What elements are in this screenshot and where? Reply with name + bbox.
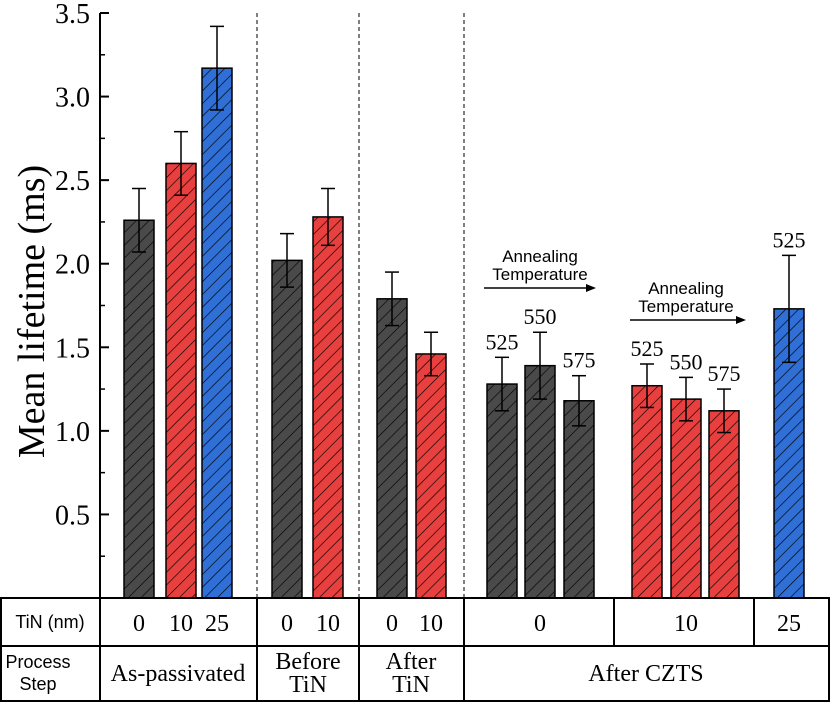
bar-group — [123, 187, 155, 599]
bar — [415, 353, 447, 599]
table-tin-value: 10 — [674, 611, 698, 637]
plot-area: 0.5 1.0 1.5 2.0 2.5 3.0 3.5 Mean lifetime (ms) 5… — [11, 0, 806, 599]
temperature-label: 575 — [708, 361, 741, 386]
temperature-label: 525 — [486, 329, 519, 354]
bar — [271, 259, 303, 599]
bar — [123, 219, 155, 599]
bar — [773, 308, 805, 599]
temperature-label: 575 — [563, 348, 596, 373]
table-process-step: TiN — [289, 672, 327, 698]
table-tin-value: 25 — [205, 611, 229, 637]
annotation-line1: Annealing — [648, 279, 724, 298]
bar — [524, 364, 556, 599]
arrow-head-icon — [586, 284, 596, 292]
bar-group — [773, 254, 805, 599]
y-tick-label: 3.0 — [55, 83, 90, 114]
y-axis-title: Mean lifetime (ms) — [11, 165, 53, 458]
annotation-line2: Temperature — [638, 297, 733, 316]
temperature-label: 525 — [631, 336, 664, 361]
temperature-label: 550 — [524, 304, 557, 329]
bar-group — [376, 271, 408, 599]
annotation-line2: Temperature — [492, 265, 587, 284]
bar — [486, 383, 518, 599]
bar — [165, 162, 197, 599]
bar-group — [415, 331, 447, 599]
table-border — [0, 597, 830, 702]
table-tin-value: 10 — [419, 611, 443, 637]
y-tick-label: 2.0 — [55, 250, 90, 281]
y-tick-label: 2.5 — [55, 166, 90, 197]
bar — [708, 410, 740, 599]
bar-group — [708, 388, 740, 599]
bar-group — [670, 376, 702, 599]
table-tin-value: 25 — [777, 611, 801, 637]
bar-group — [631, 363, 663, 599]
bar — [312, 216, 344, 599]
bar-group — [563, 374, 595, 599]
table-process-step: Before — [275, 649, 340, 675]
bar — [563, 400, 595, 599]
table-process-step: After CZTS — [588, 661, 703, 687]
table-process-step: After — [386, 649, 437, 675]
y-tick-label: 0.5 — [55, 500, 90, 531]
table-tin-value: 0 — [386, 611, 398, 637]
bar-group — [165, 130, 197, 599]
temperature-label: 550 — [670, 349, 703, 374]
bar — [376, 298, 408, 599]
bar-group — [271, 232, 303, 599]
y-tick-label: 1.0 — [55, 417, 90, 448]
arrow-head-icon — [736, 316, 746, 324]
table-tin-value: 10 — [316, 611, 340, 637]
table-tin-value: 0 — [281, 611, 293, 637]
bar — [631, 384, 663, 599]
table-tin-value: 0 — [133, 611, 145, 637]
table-tin-value: 0 — [534, 611, 546, 637]
table-tin-value: 10 — [169, 611, 193, 637]
bar-group — [524, 331, 556, 599]
bar-group — [486, 356, 518, 599]
y-tick-label: 3.5 — [55, 0, 90, 30]
table-process-step: As-passivated — [111, 661, 246, 687]
bar-group — [201, 25, 233, 599]
table-header-tin: TiN (nm) — [15, 612, 84, 632]
table-header-step: Step — [19, 674, 56, 694]
table-header-process: Process — [5, 652, 70, 672]
bar-group — [312, 187, 344, 599]
annotation-line1: Annealing — [502, 247, 578, 266]
bar — [201, 67, 233, 599]
y-tick-label: 1.5 — [55, 333, 90, 364]
table-process-step: TiN — [392, 672, 430, 698]
bar — [670, 398, 702, 599]
temperature-label: 525 — [773, 227, 806, 252]
